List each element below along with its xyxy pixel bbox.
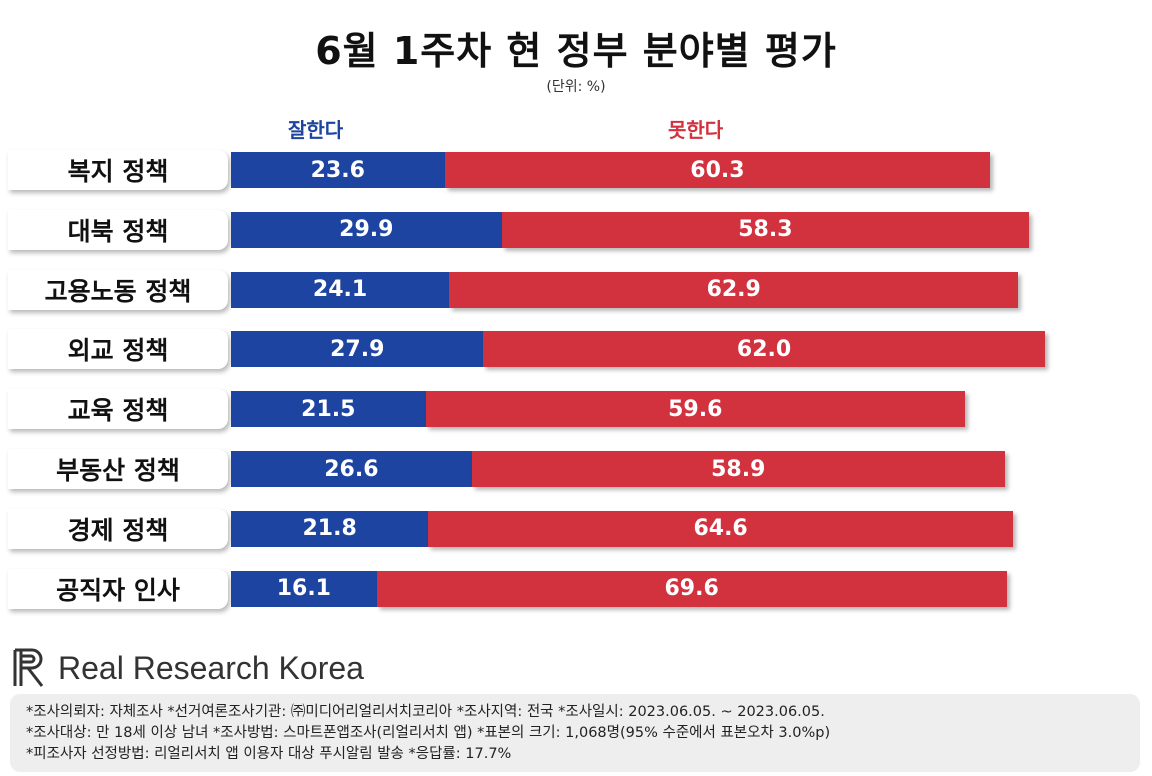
bar-bad: 58.3 — [501, 211, 1030, 248]
chart-row: 부동산 정책 26.6 58.9 — [0, 449, 1152, 493]
category-label: 대북 정책 — [8, 209, 228, 250]
category-label: 교육 정책 — [8, 389, 228, 430]
bar-good: 16.1 — [231, 570, 377, 607]
bar-good: 21.5 — [231, 391, 426, 428]
bar-bad: 62.9 — [449, 271, 1019, 308]
category-label: 복지 정책 — [8, 150, 228, 190]
survey-footnote: *조사의뢰자: 자체조사 *선거여론조사기관: ㈜미디어리얼리서치코리아 *조사… — [10, 694, 1140, 772]
logo: Real Research Korea — [12, 648, 364, 688]
chart-row: 교육 정책 21.5 59.6 — [0, 389, 1152, 433]
bar-bad: 69.6 — [376, 570, 1007, 607]
rr-logo-icon — [13, 648, 44, 687]
chart-row: 고용노동 정책 24.1 62.9 — [0, 269, 1152, 314]
chart-row: 대북 정책 29.9 58.3 — [0, 209, 1152, 254]
footnote-line: *조사대상: 만 18세 이상 남녀 *조사방법: 스마트폰앱조사(리얼리서치 … — [26, 725, 831, 741]
category-label: 경제 정책 — [8, 508, 228, 549]
chart-row: 외교 정책 27.9 62.0 — [0, 329, 1152, 373]
bar-good: 29.9 — [231, 211, 502, 248]
chart-title: 6월 1주차 현 정부 분야별 평가 — [315, 29, 837, 73]
category-label: 부동산 정책 — [8, 449, 228, 489]
category-label: 공직자 인사 — [8, 568, 228, 609]
bar-good: 24.1 — [231, 271, 450, 308]
bar-bad: 64.6 — [428, 510, 1013, 547]
bar-good: 26.6 — [231, 451, 472, 487]
legend-good: 잘한다 — [288, 118, 344, 142]
bar-bad: 59.6 — [425, 391, 965, 428]
bar-bad: 60.3 — [444, 152, 991, 188]
legend-bad: 못한다 — [668, 118, 724, 142]
category-label: 고용노동 정책 — [8, 269, 228, 310]
bar-good: 23.6 — [231, 152, 445, 188]
chart-row: 공직자 인사 16.1 69.6 — [0, 568, 1152, 613]
bar-bad: 58.9 — [471, 451, 1005, 487]
footnote-line: *조사의뢰자: 자체조사 *선거여론조사기관: ㈜미디어리얼리서치코리아 *조사… — [26, 704, 825, 720]
unit-label: (단위: %) — [546, 79, 606, 95]
footnote-line: *피조사자 선정방법: 리얼리서치 앱 이용자 대상 푸시알림 발송 *응답률:… — [26, 746, 512, 762]
bar-bad: 62.0 — [483, 331, 1045, 368]
chart-row: 복지 정책 23.6 60.3 — [0, 150, 1152, 194]
bar-good: 27.9 — [231, 331, 484, 368]
bar-good: 21.8 — [231, 510, 429, 547]
logo-text: Real Research Korea — [58, 649, 364, 686]
category-label: 외교 정책 — [8, 329, 228, 370]
chart-row: 경제 정책 21.8 64.6 — [0, 508, 1152, 553]
